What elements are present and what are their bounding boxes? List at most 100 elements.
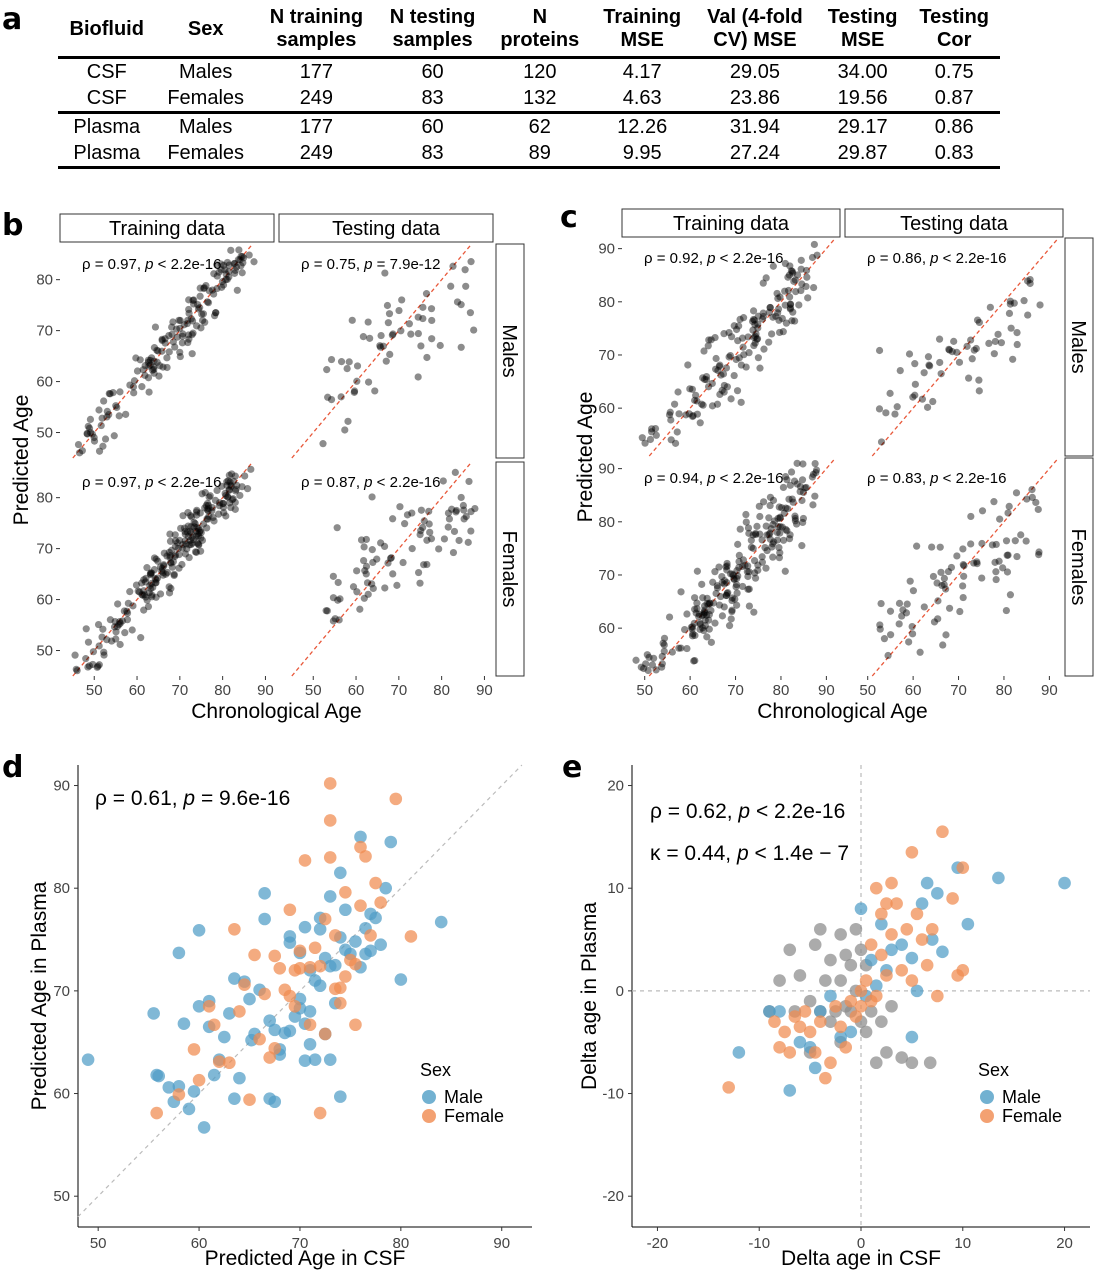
data-point <box>225 261 233 269</box>
data-point <box>783 943 797 957</box>
data-point <box>353 567 361 575</box>
data-point <box>109 389 117 397</box>
data-point <box>1035 548 1043 556</box>
data-point <box>175 316 183 324</box>
data-point <box>732 581 741 589</box>
data-point <box>460 506 468 514</box>
y-tick-label: 70 <box>53 983 70 1000</box>
data-point <box>223 481 231 489</box>
data-point <box>648 661 657 669</box>
data-point <box>978 539 986 548</box>
data-point <box>394 973 408 986</box>
data-point <box>335 616 343 624</box>
data-point <box>774 514 782 523</box>
data-point <box>334 866 347 880</box>
data-point <box>750 557 759 565</box>
data-point <box>230 269 239 277</box>
data-point <box>374 938 387 951</box>
y-tick-label: 70 <box>598 347 615 364</box>
data-point <box>898 612 906 620</box>
data-point <box>377 331 385 340</box>
y-tick-label: 0 <box>616 983 624 1000</box>
data-point <box>396 503 404 511</box>
data-point <box>776 523 784 531</box>
facet-panel <box>871 457 1059 677</box>
data-point <box>181 530 189 538</box>
data-point <box>308 941 322 955</box>
data-point <box>703 633 711 641</box>
data-point <box>238 252 246 261</box>
data-point <box>196 284 204 292</box>
table-cell: Males <box>155 111 256 140</box>
data-point <box>353 377 361 385</box>
data-point <box>1006 297 1014 305</box>
facet-strip-label: Males <box>1067 320 1089 373</box>
data-point <box>86 415 95 424</box>
data-point <box>691 396 699 404</box>
y-tick-label: -20 <box>602 1188 624 1205</box>
table-cell: 0.86 <box>908 111 1000 140</box>
data-point <box>179 330 187 338</box>
data-point <box>192 322 201 330</box>
data-point <box>175 550 183 559</box>
data-point <box>688 632 697 640</box>
data-point <box>108 637 116 645</box>
table-header: Val (4-fold CV) MSE <box>693 4 817 59</box>
data-point <box>745 568 753 576</box>
data-point <box>798 1005 812 1018</box>
data-point <box>781 567 789 575</box>
data-point <box>144 602 153 611</box>
data-point <box>754 312 762 320</box>
data-point <box>389 570 397 578</box>
data-point <box>799 518 807 527</box>
data-point <box>781 473 790 481</box>
data-point <box>773 974 786 987</box>
correlation-annotation: ρ = 0.97, p < 2.2e-16 <box>82 256 221 273</box>
data-point <box>691 656 699 665</box>
data-point <box>959 593 967 602</box>
data-point <box>682 411 690 419</box>
facet-panel <box>291 243 478 459</box>
data-point <box>376 342 384 350</box>
data-point <box>745 529 753 537</box>
data-point <box>859 974 873 987</box>
x-tick-label: 60 <box>905 682 922 699</box>
data-point <box>369 876 382 890</box>
data-point <box>905 638 913 646</box>
data-point <box>253 1032 266 1046</box>
data-point <box>651 424 660 433</box>
data-point <box>191 519 199 528</box>
data-point <box>138 590 146 599</box>
data-point <box>171 343 179 351</box>
data-point <box>185 305 193 314</box>
data-point <box>685 410 693 418</box>
panel-label-e: e <box>562 750 583 785</box>
data-point <box>374 896 387 909</box>
data-point <box>337 358 346 366</box>
data-point <box>308 1053 322 1066</box>
data-point <box>776 293 784 301</box>
data-point <box>359 850 372 863</box>
correlation-annotation: ρ = 0.94, p < 2.2e-16 <box>644 470 783 487</box>
data-point <box>779 328 787 336</box>
data-point <box>110 623 119 631</box>
data-point <box>975 318 983 327</box>
data-point <box>1002 606 1010 615</box>
table-header: Testing MSE <box>816 4 909 59</box>
data-point <box>774 522 782 531</box>
data-point <box>716 592 725 601</box>
data-point <box>926 362 934 370</box>
data-point <box>675 644 683 652</box>
data-point <box>875 405 884 413</box>
data-point <box>744 333 752 341</box>
data-point <box>154 347 162 355</box>
table-cell: 29.17 <box>816 111 909 140</box>
data-point <box>702 372 711 381</box>
data-point <box>232 263 241 271</box>
facet-strip-label: Training data <box>109 218 226 240</box>
data-point <box>673 428 681 436</box>
data-point <box>786 531 794 539</box>
x-tick-label: 60 <box>191 1235 208 1252</box>
data-point <box>462 282 470 290</box>
data-point <box>238 483 246 491</box>
